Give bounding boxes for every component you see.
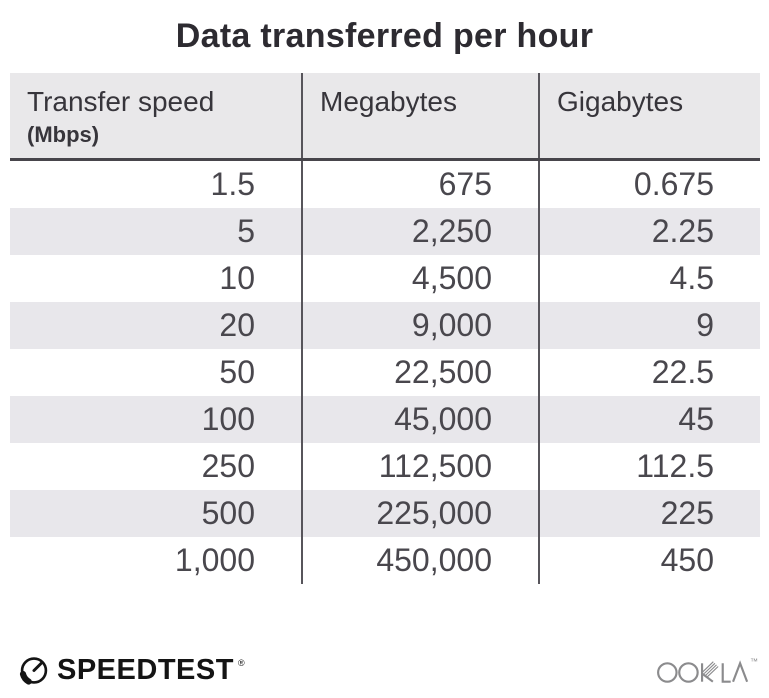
table-row: 50 22,500 22.5 (10, 349, 760, 396)
table-cell: 500 (201, 495, 255, 531)
table-cell: 225,000 (301, 490, 538, 537)
table-cell: 4.5 (538, 255, 760, 302)
table-cell: 2.25 (538, 208, 760, 255)
page-title: Data transferred per hour (175, 17, 594, 55)
column-header-label: Megabytes (320, 86, 457, 117)
ookla-logo: ™ (657, 657, 758, 686)
table-cell: 45 (538, 396, 760, 443)
table-row: 20 9,000 9 (10, 302, 760, 349)
table-cell: 0.675 (538, 161, 760, 208)
data-table: Transfer speed (Mbps) Megabytes Gigabyte… (10, 73, 760, 584)
table-row: 1.5 675 0.675 (10, 161, 760, 208)
table-cell: 9 (538, 302, 760, 349)
table-cell: 675 (301, 161, 538, 208)
column-header-megabytes: Megabytes (301, 73, 538, 158)
table-row: 5 2,250 2.25 (10, 208, 760, 255)
table-cell: 2,250 (301, 208, 538, 255)
table-row: 100 45,000 45 (10, 396, 760, 443)
column-header-label: Transfer speed (27, 86, 215, 117)
column-header-label: Gigabytes (557, 86, 684, 117)
column-header-sublabel: (Mbps) (27, 122, 100, 147)
table-cell: 250 (201, 448, 255, 484)
table-cell: 45,000 (301, 396, 538, 443)
table-cell: 9,000 (301, 302, 538, 349)
trademark-symbol: ™ (750, 657, 758, 666)
table-cell: 22.5 (538, 349, 760, 396)
table-body: 1.5 675 0.675 5 2,250 2.25 10 4,500 4.5 20 9,000 9 5… (10, 161, 760, 584)
table-cell: 10 (219, 260, 255, 296)
table-row: 10 4,500 4.5 (10, 255, 760, 302)
table-cell: 1,000 (174, 542, 255, 578)
footer: SPEEDTEST ® ™ (0, 648, 769, 698)
table-row: 250 112,500 112.5 (10, 443, 760, 490)
table-cell: 450 (538, 537, 760, 584)
speedtest-wordmark: SPEEDTEST (57, 654, 234, 686)
ookla-wordmark-icon (657, 660, 749, 683)
table-cell: 112,500 (301, 443, 538, 490)
table-cell: 450,000 (301, 537, 538, 584)
table-cell: 4,500 (301, 255, 538, 302)
table-cell: 5 (237, 213, 255, 249)
table-header-row: Transfer speed (Mbps) Megabytes Gigabyte… (10, 73, 760, 161)
speedtest-logo: SPEEDTEST ® (19, 654, 245, 686)
table-cell: 22,500 (301, 349, 538, 396)
table-cell: 20 (219, 307, 255, 343)
table-cell: 100 (201, 401, 255, 437)
column-header-gigabytes: Gigabytes (538, 73, 760, 158)
table-cell: 50 (219, 354, 255, 390)
registered-trademark-symbol: ® (237, 658, 245, 668)
table-row: 500 225,000 225 (10, 490, 760, 537)
table-row: 1,000 450,000 450 (10, 537, 760, 584)
table-cell: 1.5 (210, 166, 255, 202)
table-cell: 225 (538, 490, 760, 537)
speedtest-gauge-icon (19, 656, 48, 685)
column-header-transfer-speed: Transfer speed (Mbps) (10, 73, 301, 158)
table-cell: 112.5 (538, 443, 760, 490)
